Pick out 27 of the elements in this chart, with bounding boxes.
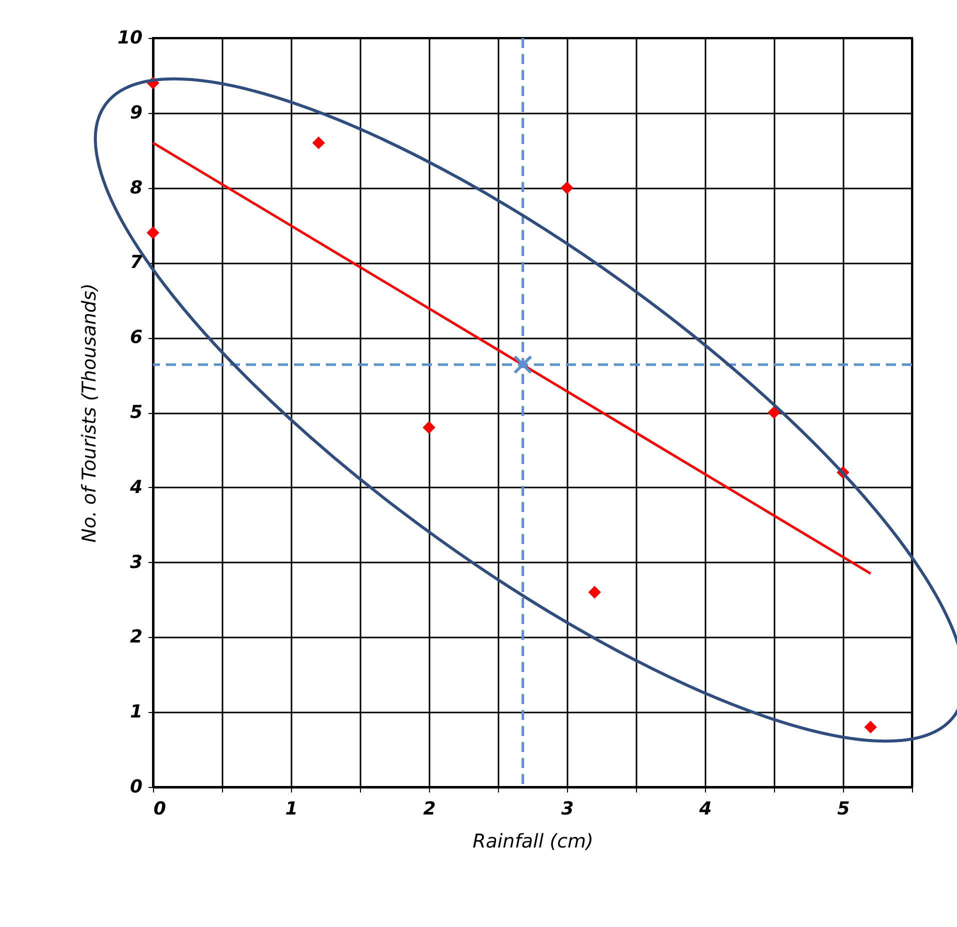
y-tick-label: 6 — [130, 327, 142, 348]
point — [513, 355, 532, 374]
point — [422, 421, 436, 434]
point — [560, 181, 574, 194]
y-tick-label: 7 — [130, 252, 143, 274]
y-tick-label: 3 — [130, 552, 142, 573]
x-tick-label: 4 — [698, 798, 712, 820]
point — [146, 226, 160, 240]
y-tick-label: 5 — [130, 402, 142, 423]
y-tick-label: 2 — [130, 626, 142, 648]
point — [768, 406, 780, 419]
x-tick-label: 5 — [837, 798, 850, 820]
y-tick-label: 9 — [130, 102, 142, 124]
x-tick-label: 0 — [154, 798, 166, 820]
y-tick-label: 10 — [117, 28, 142, 48]
x-tick-label: 1 — [285, 798, 298, 820]
point — [864, 720, 877, 734]
y-tick-label: 0 — [130, 776, 142, 798]
y-tick-label: 1 — [130, 702, 142, 723]
x-tick-label: 3 — [561, 798, 574, 820]
x-axis-title: Rainfall (cm) — [472, 830, 594, 852]
point — [588, 586, 601, 599]
x-tick-label: 2 — [423, 798, 436, 820]
y-tick-label: 4 — [128, 476, 142, 498]
y-tick-label: 8 — [130, 177, 142, 198]
y-axis-title: No. of Tourists (Thousands) — [78, 283, 100, 543]
point — [312, 136, 325, 150]
